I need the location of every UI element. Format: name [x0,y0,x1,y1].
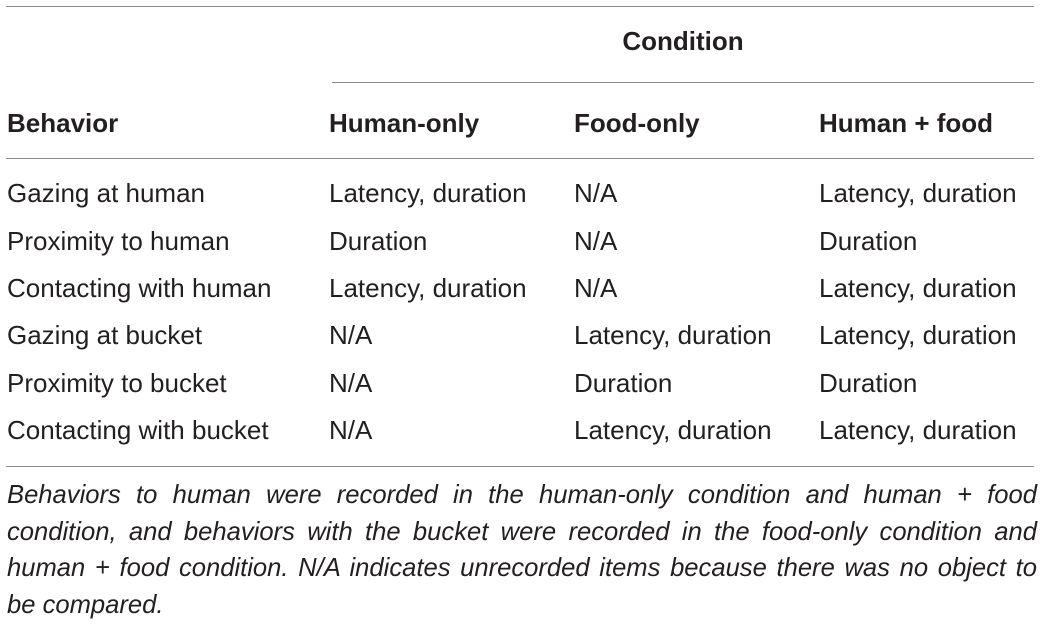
table-cell-human-food: Duration [819,368,918,398]
table-cell-food-only: Latency, duration [574,320,772,350]
table-cell-human-only: Duration [329,226,428,256]
bottom-rule [6,466,1034,467]
header-human-food: Human + food [819,108,994,138]
table-cell-human-only: N/A [329,368,373,398]
table-cell-human-food: Latency, duration [819,178,1017,208]
table-cell-food-only: N/A [574,273,618,303]
table-cell-food-only: Duration [574,368,673,398]
header-human-only: Human-only [329,108,480,138]
table-cell-behavior: Contacting with bucket [7,415,269,445]
table-footnote: Behaviors to human were recorded in the … [7,481,1037,619]
table-cell-behavior: Contacting with human [7,273,272,303]
table-cell-behavior: Proximity to human [7,226,230,256]
table-cell-behavior: Gazing at bucket [7,320,203,350]
table-cell-human-only: N/A [329,415,373,445]
header-food-only: Food-only [574,108,700,138]
table-cell-food-only: N/A [574,226,618,256]
table-cell-behavior: Proximity to bucket [7,368,227,398]
table-cell-human-only: Latency, duration [329,273,527,303]
table-cell-human-food: Latency, duration [819,320,1017,350]
header-behavior: Behavior [7,108,119,138]
top-rule [6,6,1034,7]
table-cell-human-food: Latency, duration [819,273,1017,303]
table-cell-behavior: Gazing at human [7,178,206,208]
table-cell-food-only: N/A [574,178,618,208]
table-cell-food-only: Latency, duration [574,415,772,445]
condition-group-header: Condition [622,26,744,56]
table-cell-human-only: N/A [329,320,373,350]
table-cell-human-only: Latency, duration [329,178,527,208]
header-rule [6,158,1034,159]
condition-rule [332,82,1034,83]
table-cell-human-food: Duration [819,226,918,256]
table-cell-human-food: Latency, duration [819,415,1017,445]
